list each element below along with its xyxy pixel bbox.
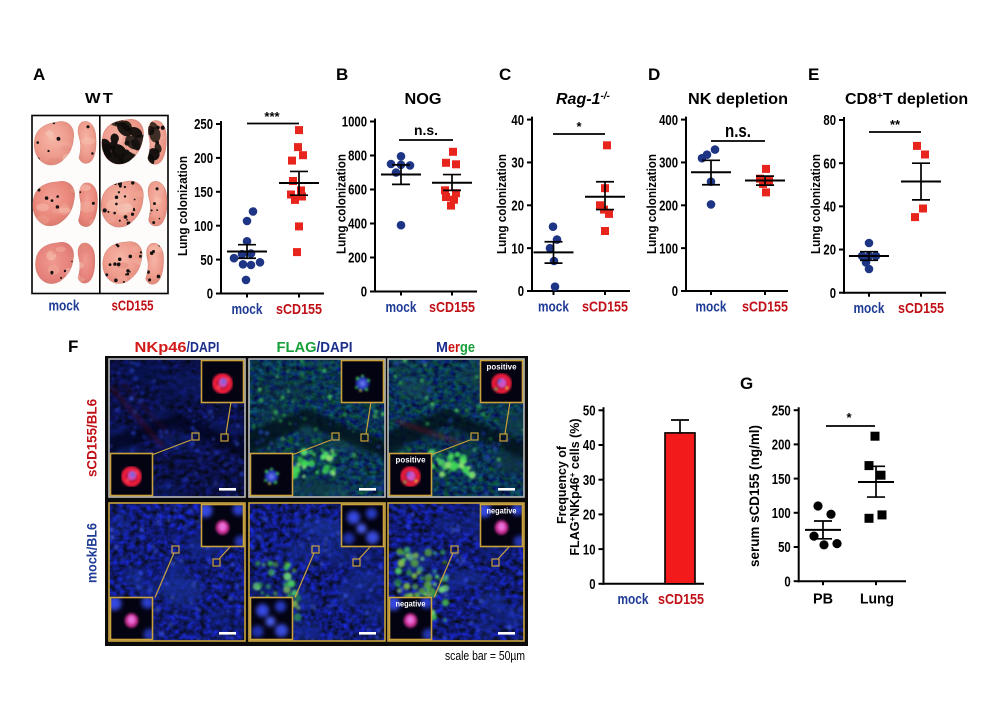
svg-text:mock: mock xyxy=(49,298,81,315)
svg-text:Lung colonization: Lung colonization xyxy=(494,154,509,254)
svg-text:400: 400 xyxy=(659,113,678,129)
svg-text:A: A xyxy=(33,65,45,84)
svg-text:sCD155: sCD155 xyxy=(898,300,944,317)
svg-text:mock/BL6: mock/BL6 xyxy=(84,523,100,583)
svg-text:sCD155: sCD155 xyxy=(742,299,788,316)
svg-text:*: * xyxy=(576,119,582,134)
svg-text:100: 100 xyxy=(772,506,791,522)
svg-text:0: 0 xyxy=(207,287,213,303)
svg-text:40: 40 xyxy=(583,438,596,454)
svg-text:250: 250 xyxy=(194,117,213,133)
svg-text:FLAG+NKp46+ cells (%): FLAG+NKp46+ cells (%) xyxy=(568,418,582,555)
svg-text:0: 0 xyxy=(784,574,790,590)
svg-text:20: 20 xyxy=(511,199,524,215)
svg-text:600: 600 xyxy=(348,183,367,199)
svg-text:0: 0 xyxy=(361,285,367,301)
svg-text:PB: PB xyxy=(813,591,833,608)
svg-text:*: * xyxy=(846,410,852,425)
svg-text:0: 0 xyxy=(830,286,836,302)
svg-text:400: 400 xyxy=(348,217,367,233)
svg-text:positive: positive xyxy=(487,362,517,372)
svg-text:200: 200 xyxy=(348,251,367,267)
svg-text:50: 50 xyxy=(778,540,791,556)
svg-text:mock: mock xyxy=(232,301,264,318)
svg-text:Lung colonization: Lung colonization xyxy=(175,156,190,256)
svg-text:negative: negative xyxy=(487,506,517,516)
svg-text:G: G xyxy=(740,374,753,393)
svg-text:50: 50 xyxy=(583,404,596,420)
svg-text:mock: mock xyxy=(538,299,570,316)
svg-text:Rag-1-/-: Rag-1-/- xyxy=(556,91,611,108)
svg-text:200: 200 xyxy=(659,199,678,215)
svg-text:0: 0 xyxy=(589,577,595,593)
svg-text:800: 800 xyxy=(348,149,367,165)
svg-text:0: 0 xyxy=(518,284,524,300)
svg-text:Lung colonization: Lung colonization xyxy=(808,154,823,254)
svg-text:mock: mock xyxy=(854,300,886,317)
svg-text:mock: mock xyxy=(696,299,728,316)
svg-text:100: 100 xyxy=(659,241,678,257)
svg-text:0: 0 xyxy=(672,284,678,300)
svg-text:NOG: NOG xyxy=(405,91,442,108)
svg-text:Lung colonization: Lung colonization xyxy=(334,154,349,254)
svg-text:NKp46/DAPI: NKp46/DAPI xyxy=(135,340,220,356)
svg-text:50: 50 xyxy=(200,253,213,269)
svg-text:100: 100 xyxy=(194,219,213,235)
svg-text:mock: mock xyxy=(386,299,418,316)
svg-text:scale bar = 50µm: scale bar = 50µm xyxy=(445,649,525,663)
svg-text:30: 30 xyxy=(511,156,524,172)
svg-text:negative: negative xyxy=(396,599,426,609)
svg-text:mock: mock xyxy=(618,591,650,608)
svg-text:D: D xyxy=(648,65,660,84)
svg-text:C: C xyxy=(499,65,511,84)
svg-text:serum sCD155 (ng/ml): serum sCD155 (ng/ml) xyxy=(746,425,762,567)
svg-text:positive: positive xyxy=(396,455,426,465)
svg-text:10: 10 xyxy=(583,542,596,558)
svg-text:n.s.: n.s. xyxy=(725,121,751,141)
svg-text:300: 300 xyxy=(659,156,678,172)
svg-text:Frequency of: Frequency of xyxy=(555,445,569,524)
svg-text:40: 40 xyxy=(823,200,836,216)
svg-text:60: 60 xyxy=(823,156,836,172)
svg-text:20: 20 xyxy=(583,508,596,524)
svg-text:CD8+T depletion: CD8+T depletion xyxy=(845,91,968,108)
svg-text:sCD155/BL6: sCD155/BL6 xyxy=(84,399,100,477)
svg-text:n.s.: n.s. xyxy=(414,122,438,138)
svg-text:sCD155: sCD155 xyxy=(276,301,322,318)
svg-text:Lung: Lung xyxy=(860,591,894,608)
svg-text:sCD155: sCD155 xyxy=(429,299,475,316)
svg-text:***: *** xyxy=(264,109,280,124)
svg-text:E: E xyxy=(808,65,819,84)
svg-text:200: 200 xyxy=(194,151,213,167)
svg-text:20: 20 xyxy=(823,243,836,259)
svg-text:WT: WT xyxy=(85,90,115,107)
svg-text:40: 40 xyxy=(511,113,524,129)
svg-text:NK depletion: NK depletion xyxy=(688,91,788,108)
svg-text:B: B xyxy=(336,65,348,84)
svg-text:F: F xyxy=(68,337,78,356)
svg-text:Merge: Merge xyxy=(436,340,475,356)
svg-text:sCD155: sCD155 xyxy=(582,299,628,316)
svg-text:150: 150 xyxy=(772,472,791,488)
svg-text:FLAG/DAPI: FLAG/DAPI xyxy=(277,340,353,356)
svg-text:250: 250 xyxy=(772,403,791,419)
svg-text:sCD155: sCD155 xyxy=(658,591,704,608)
svg-text:sCD155: sCD155 xyxy=(112,298,154,315)
svg-text:200: 200 xyxy=(772,438,791,454)
svg-text:30: 30 xyxy=(583,473,596,489)
svg-text:Lung colonization: Lung colonization xyxy=(644,154,659,254)
svg-text:1000: 1000 xyxy=(342,115,367,131)
svg-text:150: 150 xyxy=(194,185,213,201)
svg-text:10: 10 xyxy=(511,241,524,257)
svg-text:80: 80 xyxy=(823,113,836,129)
svg-text:**: ** xyxy=(890,117,901,132)
